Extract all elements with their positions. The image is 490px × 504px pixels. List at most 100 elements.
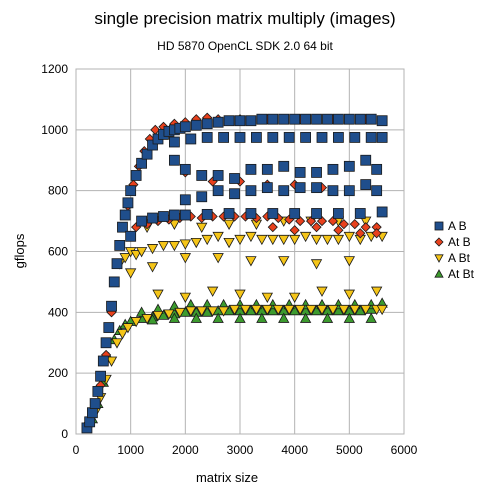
data-point <box>289 113 301 125</box>
data-point <box>376 132 388 143</box>
data-point <box>105 356 118 367</box>
data-point <box>288 304 301 316</box>
data-point <box>360 222 371 233</box>
data-point <box>278 160 290 172</box>
data-point <box>310 234 323 246</box>
data-point <box>332 208 344 219</box>
data-point <box>201 208 213 220</box>
data-point <box>212 253 224 264</box>
data-point <box>360 179 372 190</box>
data-point <box>305 304 317 316</box>
data-point <box>261 163 273 175</box>
data-point <box>111 258 123 270</box>
data-point <box>294 182 306 194</box>
data-point <box>354 113 366 125</box>
data-point <box>294 167 306 178</box>
y-tick-label: 1200 <box>41 62 68 76</box>
x-tick-label: 3000 <box>227 443 254 457</box>
data-point <box>349 132 361 143</box>
legend-label: A B <box>448 219 467 233</box>
data-point <box>223 115 235 127</box>
data-point <box>327 304 339 316</box>
data-point <box>261 304 274 316</box>
data-point <box>168 312 181 323</box>
data-point <box>343 113 355 125</box>
x-tick-label: 5000 <box>336 443 363 457</box>
data-point <box>343 231 356 243</box>
data-point <box>97 355 109 367</box>
data-point <box>206 286 219 297</box>
data-point <box>228 304 241 316</box>
data-point <box>343 256 356 267</box>
data-point <box>125 230 137 242</box>
data-point <box>95 370 106 382</box>
data-point <box>116 329 129 340</box>
chart-subtitle: HD 5870 OpenCL SDK 2.0 64 bit <box>157 39 333 53</box>
y-tick-label: 0 <box>61 427 68 441</box>
data-point <box>223 208 235 219</box>
data-point <box>168 154 180 166</box>
data-point <box>371 185 383 197</box>
chart-title: single precision matrix multiply (images… <box>94 9 395 28</box>
data-point <box>147 139 158 151</box>
data-point <box>333 225 344 236</box>
data-point <box>218 132 230 143</box>
data-point <box>267 132 279 143</box>
data-point <box>163 309 175 320</box>
data-point <box>130 170 142 181</box>
x-tick-label: 6000 <box>391 443 418 457</box>
data-point <box>201 306 213 317</box>
legend-label: At Bt <box>448 267 475 281</box>
data-point <box>136 157 148 169</box>
data-point <box>201 118 213 130</box>
data-point <box>234 132 246 143</box>
data-point <box>316 132 328 143</box>
data-point <box>250 132 262 143</box>
data-point <box>245 256 257 267</box>
data-point <box>278 312 290 323</box>
data-point <box>261 182 273 194</box>
data-point <box>245 115 257 127</box>
data-point <box>168 209 180 221</box>
data-point <box>360 216 372 227</box>
data-point <box>114 240 126 251</box>
data-point <box>343 312 356 323</box>
legend-marker <box>434 254 444 263</box>
data-point <box>376 304 388 316</box>
data-point <box>245 163 257 175</box>
data-point <box>111 338 123 349</box>
data-point <box>332 234 345 246</box>
data-point <box>89 398 101 409</box>
x-tick-label: 4000 <box>281 443 308 457</box>
data-point <box>310 304 323 316</box>
legend-marker <box>434 269 444 278</box>
data-point <box>179 121 191 133</box>
data-point <box>146 244 159 255</box>
data-point <box>234 312 246 323</box>
data-point <box>179 194 191 206</box>
data-point <box>185 306 197 317</box>
data-point <box>349 304 361 316</box>
data-point <box>294 304 306 316</box>
y-tick-label: 1000 <box>41 123 68 137</box>
data-point <box>311 167 322 178</box>
data-point <box>267 304 279 316</box>
legend-label: At B <box>448 235 471 249</box>
data-point <box>179 163 191 175</box>
data-point <box>310 259 323 270</box>
data-point <box>168 136 180 148</box>
data-point <box>289 208 301 219</box>
data-point <box>278 234 290 246</box>
data-point <box>327 185 339 197</box>
data-point <box>354 304 366 316</box>
data-point <box>288 292 301 303</box>
data-point <box>179 253 192 264</box>
data-point <box>196 306 208 317</box>
data-point <box>365 113 377 125</box>
data-point <box>229 188 240 200</box>
data-point <box>299 231 312 243</box>
data-point <box>311 208 322 219</box>
data-point <box>288 234 301 246</box>
y-tick-label: 600 <box>48 245 68 259</box>
